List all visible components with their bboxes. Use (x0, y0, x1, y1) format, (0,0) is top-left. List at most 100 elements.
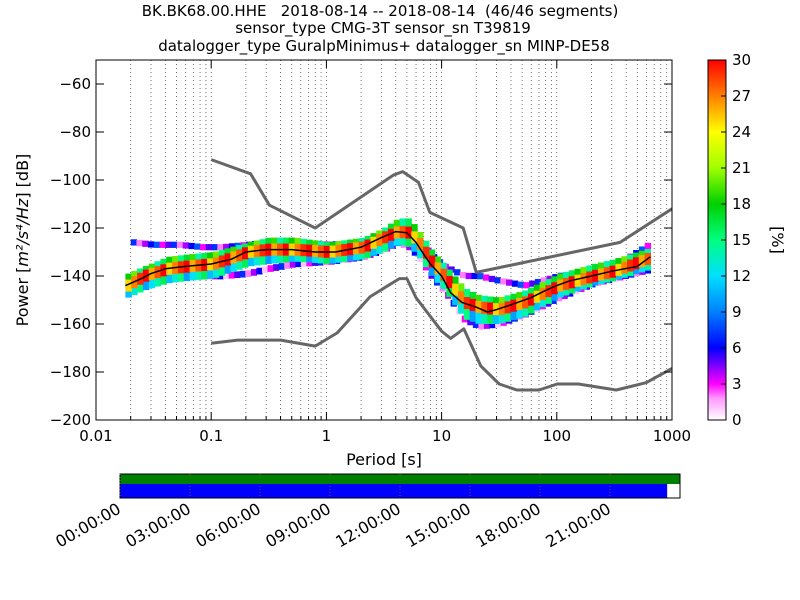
density-cell (556, 294, 563, 302)
density-cell (454, 269, 461, 276)
density-cell (428, 261, 436, 276)
density-cell (522, 296, 529, 309)
time-tick-label: 12:00:00 (332, 499, 404, 551)
density-cell (546, 275, 553, 282)
density-cell (273, 264, 280, 271)
y-axis-title-prefix: Power [ (13, 267, 32, 327)
density-cell (498, 302, 506, 315)
density-cell (217, 244, 224, 251)
x-tick-label: 100 (542, 427, 571, 445)
density-cell (212, 263, 220, 278)
plot-area: 0.01 0.1 1 10 100 1000 −60 −80 −100 −120 −140 −160… (50, 59, 691, 445)
density-cell (399, 231, 407, 246)
time-tick-label: 18:00:00 (472, 499, 544, 551)
density-cell (247, 251, 255, 267)
density-cell (182, 242, 190, 249)
chart-title: BK.BK68.00.HHE 2018-08-14 -- 2018-08-14 … (142, 2, 619, 56)
density-cell (183, 266, 191, 282)
x-axis-title: Period [s] (346, 450, 422, 469)
density-cell (417, 237, 424, 250)
density-cell (440, 268, 447, 281)
density-cell (529, 280, 536, 287)
density-cell (312, 245, 319, 258)
density-cell (242, 253, 249, 268)
density-cell (406, 243, 413, 251)
colorbar-tick-label: 24 (732, 123, 751, 141)
coverage-blue-bar (120, 484, 668, 498)
density-cell (516, 298, 523, 311)
density-cell (154, 272, 162, 287)
density-cell (253, 251, 261, 266)
density-cell (469, 298, 477, 311)
y-tick-label: −200 (50, 411, 91, 429)
y-tick-label: −100 (50, 171, 91, 189)
density-cell (300, 260, 307, 267)
density-cell (277, 248, 284, 263)
density-cell (224, 259, 232, 274)
density-cell (539, 287, 547, 300)
density-cell (376, 239, 383, 254)
density-cell (278, 263, 285, 270)
density-cell (483, 322, 491, 329)
density-cell (477, 273, 484, 280)
density-cell (482, 274, 490, 281)
title-line-1: BK.BK68.00.HHE 2018-08-14 -- 2018-08-14 … (142, 2, 619, 20)
density-cell (527, 293, 535, 306)
time-tick-label: 03:00:00 (122, 499, 194, 551)
density-cell (463, 297, 471, 310)
noise-models (125, 158, 672, 392)
density-cell (160, 264, 167, 277)
density-cell (465, 272, 473, 280)
density-cell (223, 243, 230, 251)
density-cell (242, 247, 249, 260)
density-cell (177, 267, 185, 282)
time-coverage-axis: 00:00:0003:00:0006:00:0009:00:0012:00:00… (52, 473, 681, 551)
density-cell (382, 231, 389, 244)
x-tick-label: 10 (432, 427, 451, 445)
density-cell (376, 234, 383, 247)
colorbar-tick-label: 27 (732, 87, 751, 105)
density-cell (393, 231, 401, 246)
density-cell (261, 266, 269, 274)
density-cell (568, 276, 576, 289)
density-cell (516, 304, 523, 319)
density-cell (500, 278, 507, 285)
colorbar-tick-label: 0 (732, 411, 742, 429)
density-cell (580, 273, 587, 286)
density-cell (488, 275, 496, 283)
density-cell (271, 249, 278, 264)
density-cell (475, 300, 482, 313)
title-line-2: sensor_type CMG-3T sensor_sn T39819 (235, 19, 531, 38)
density-cell (306, 259, 313, 267)
density-cell (422, 252, 430, 268)
density-cell (160, 270, 167, 285)
density-cell (627, 259, 634, 272)
mode-line (125, 230, 651, 313)
title-line-3: datalogger_type GuralpMinimus+ datalogge… (158, 37, 610, 56)
density-cell (411, 231, 418, 244)
coverage-bars (120, 474, 680, 498)
x-axis-ticks: 0.01 0.1 1 10 100 1000 (79, 60, 691, 445)
colorbar-tick-label: 12 (732, 267, 751, 285)
density-cell (457, 291, 465, 304)
density-cell (452, 290, 459, 306)
density-cell (562, 277, 570, 290)
density-cell (481, 309, 488, 324)
density-cell (265, 249, 272, 265)
density-cell (148, 273, 156, 289)
density-cell (534, 278, 542, 286)
density-cell (417, 243, 424, 259)
density-cell (399, 218, 407, 233)
density-cell (510, 305, 517, 321)
colorbar-tick-label: 30 (732, 51, 751, 69)
density-cell (428, 255, 436, 268)
density-cell (230, 257, 237, 272)
colorbar-ticks: 0 3 6 9 12 15 18 21 24 27 30 (721, 51, 751, 429)
density-cell (492, 309, 500, 324)
density-cell (506, 279, 513, 286)
density-cell (495, 320, 502, 328)
density-cell (417, 255, 424, 263)
density-cell (574, 274, 582, 287)
density-cell (218, 261, 226, 276)
colorbar-tick-label: 21 (732, 159, 751, 177)
